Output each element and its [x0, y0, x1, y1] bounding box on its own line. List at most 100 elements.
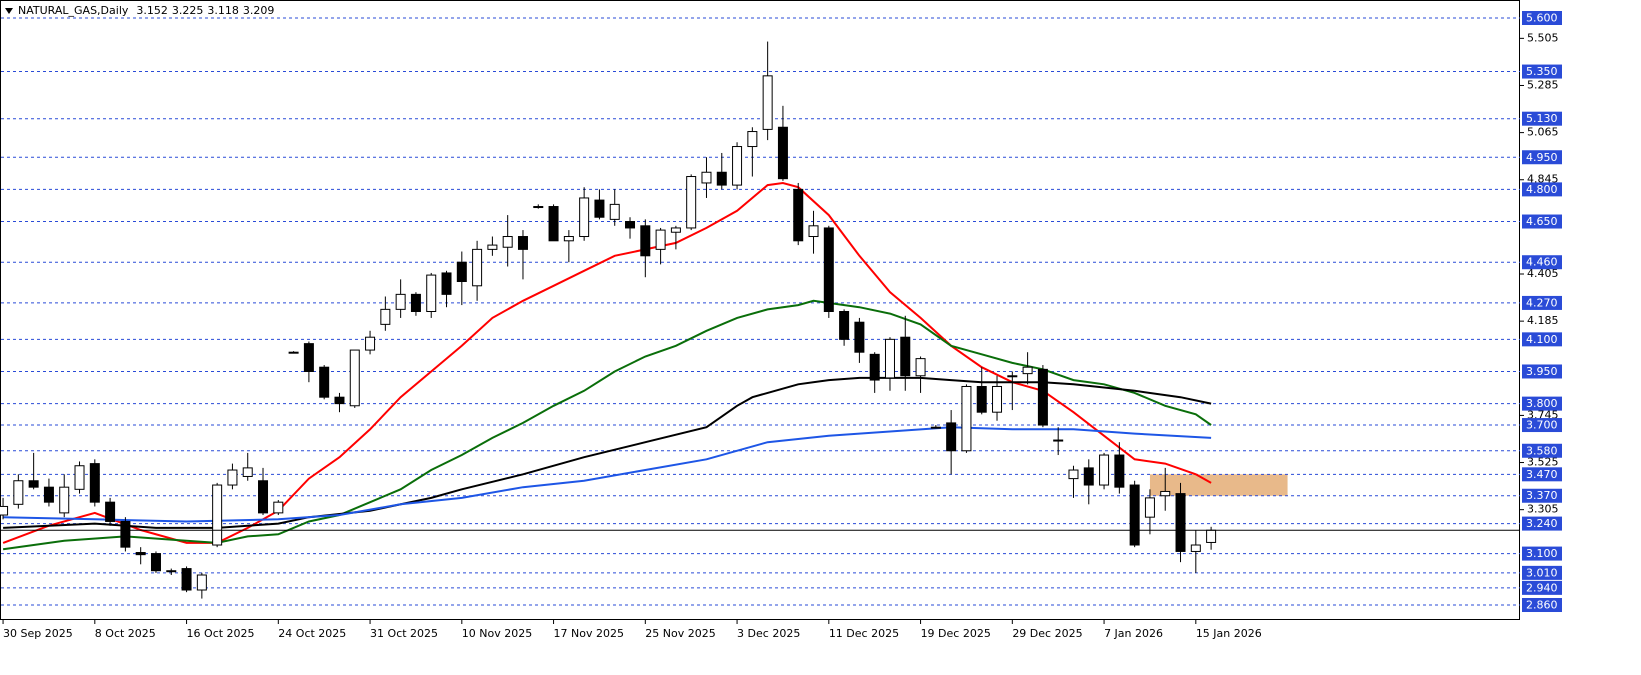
moving-average	[3, 376, 1212, 529]
candle-body	[793, 188, 804, 242]
ohlc-low: 3.118	[207, 4, 239, 17]
level-label: 5.130	[1526, 112, 1558, 125]
candle-body	[288, 351, 299, 354]
candle-body	[1022, 366, 1033, 375]
level-label-box	[1522, 364, 1562, 379]
level-label: 4.270	[1526, 296, 1558, 309]
level-label: 3.700	[1526, 419, 1558, 432]
moving-average	[2, 181, 1212, 544]
candle-body	[762, 75, 773, 130]
level-label-box	[1522, 467, 1562, 482]
x-tick-label: 3 Dec 2025	[737, 627, 800, 640]
candle-body	[242, 467, 253, 477]
ohlc-high: 3.225	[172, 4, 204, 17]
level-label: 4.950	[1526, 151, 1558, 164]
candle-body	[135, 552, 146, 556]
candle-body	[212, 484, 223, 546]
x-tick-label: 10 Nov 2025	[462, 627, 532, 640]
level-label: 5.600	[1526, 11, 1558, 24]
candle-body	[395, 293, 406, 310]
candle-body	[732, 146, 743, 186]
candle-body	[410, 293, 421, 313]
level-label-box	[1522, 10, 1562, 25]
candle-body	[487, 244, 498, 250]
x-tick-label: 16 Oct 2025	[187, 627, 255, 640]
candle-body	[150, 553, 161, 572]
candle-body	[258, 480, 269, 514]
candle-body	[1053, 439, 1064, 442]
candle-body	[869, 353, 880, 381]
level-label: 4.100	[1526, 333, 1558, 346]
y-tick-label: 4.185	[1527, 314, 1559, 327]
level-label-box	[1522, 488, 1562, 503]
level-label: 3.010	[1526, 566, 1558, 579]
y-tick-label: 5.505	[1527, 31, 1559, 44]
candle-body	[456, 261, 467, 283]
candle-body	[349, 349, 360, 407]
moving-average	[2, 299, 1212, 551]
x-tick-label: 8 Oct 2025	[95, 627, 156, 640]
candle-body	[961, 385, 972, 452]
y-tick-label: 4.405	[1527, 267, 1559, 280]
candle-body	[1068, 469, 1079, 480]
candle-body	[747, 131, 758, 148]
candle-body	[992, 385, 1003, 413]
candle-body	[1175, 493, 1186, 552]
level-label: 2.860	[1526, 599, 1558, 612]
level-label: 4.460	[1526, 256, 1558, 269]
level-label-box	[1522, 111, 1562, 126]
level-label-box	[1522, 598, 1562, 613]
x-tick-label: 24 Oct 2025	[278, 627, 346, 640]
x-tick-label: 17 Nov 2025	[554, 627, 624, 640]
candle-body	[334, 396, 345, 405]
candle-body	[441, 272, 452, 295]
level-label: 3.240	[1526, 517, 1558, 530]
x-tick-label: 29 Dec 2025	[1012, 627, 1082, 640]
candle-body	[609, 203, 620, 220]
y-tick-label: 3.525	[1527, 456, 1559, 469]
x-tick-label: 11 Dec 2025	[829, 627, 899, 640]
y-tick-label: 5.285	[1527, 78, 1559, 91]
candle-body	[579, 197, 590, 238]
candle-body	[502, 236, 513, 248]
candle-body	[380, 308, 391, 325]
x-tick-label: 31 Oct 2025	[370, 627, 438, 640]
candle-body	[1007, 375, 1018, 378]
level-label-box	[1522, 516, 1562, 531]
x-tick-label: 15 Jan 2026	[1196, 627, 1262, 640]
ohlc-open: 3.152	[136, 4, 168, 17]
candle-body	[1129, 484, 1140, 546]
x-tick-label: 19 Dec 2025	[921, 627, 991, 640]
candle-body	[1083, 467, 1094, 486]
candle-body	[303, 343, 314, 372]
level-label-box	[1522, 64, 1562, 79]
level-label: 3.470	[1526, 468, 1558, 481]
candle-body	[900, 336, 911, 377]
candle-body	[808, 225, 819, 238]
chart-title: NATURAL_GAS,Daily 3.152 3.225 3.118 3.209	[18, 4, 274, 17]
candle-body	[196, 574, 207, 591]
level-label-box	[1522, 255, 1562, 270]
level-label: 3.950	[1526, 365, 1558, 378]
candle-body	[655, 229, 666, 250]
ohlc-close: 3.209	[243, 4, 275, 17]
candle-body	[625, 221, 636, 229]
candle-body	[823, 227, 834, 313]
candle-body	[472, 248, 483, 287]
level-label-box	[1522, 580, 1562, 595]
candle-body	[777, 126, 788, 180]
candle-body	[0, 505, 9, 516]
candle-body	[74, 465, 85, 490]
level-label: 3.800	[1526, 397, 1558, 410]
candle-body	[13, 480, 24, 505]
candle-body	[701, 171, 712, 184]
zone	[1149, 474, 1288, 496]
level-label: 2.940	[1526, 581, 1558, 594]
level-label-box	[1522, 150, 1562, 165]
candle-body	[548, 206, 559, 242]
candle-body	[319, 366, 330, 398]
level-label-box	[1522, 418, 1562, 433]
level-label-box	[1522, 396, 1562, 411]
candle-body	[1190, 544, 1201, 552]
